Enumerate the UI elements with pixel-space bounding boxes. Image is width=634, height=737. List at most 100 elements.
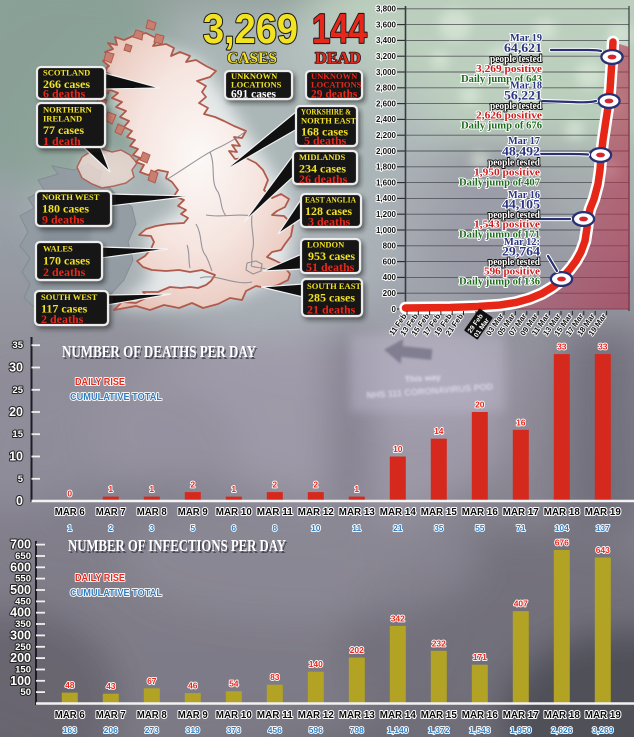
svg-text:3,269 positive: 3,269 positive: [476, 63, 542, 75]
svg-text:20: 20: [9, 405, 23, 419]
svg-text:691 cases: 691 cases: [231, 89, 277, 101]
svg-text:202: 202: [350, 645, 364, 655]
svg-text:1: 1: [354, 484, 359, 494]
svg-text:NORTHERN: NORTHERN: [43, 105, 93, 115]
svg-text:MAR 7: MAR 7: [96, 507, 126, 518]
svg-text:MAR 18: MAR 18: [544, 507, 580, 518]
svg-text:171: 171: [473, 652, 487, 662]
svg-text:200: 200: [383, 289, 397, 298]
svg-text:456: 456: [268, 725, 282, 735]
svg-text:Mar 18: Mar 18: [510, 81, 542, 92]
svg-text:MAR 13: MAR 13: [339, 507, 375, 518]
svg-text:people tested: people tested: [490, 101, 542, 112]
svg-text:43: 43: [106, 681, 116, 691]
svg-text:64,621: 64,621: [504, 40, 542, 55]
svg-text:NUMBER OF DEATHS PER DAY: NUMBER OF DEATHS PER DAY: [62, 342, 256, 361]
svg-text:MAR 12: MAR 12: [298, 710, 334, 721]
svg-text:people tested: people tested: [488, 257, 540, 268]
svg-text:3,200: 3,200: [376, 52, 397, 61]
svg-text:Daily jump of 643: Daily jump of 643: [461, 73, 542, 85]
svg-text:1,000: 1,000: [376, 226, 397, 235]
svg-text:51 deaths: 51 deaths: [306, 260, 355, 274]
svg-text:180 cases: 180 cases: [42, 202, 89, 216]
svg-text:people tested: people tested: [490, 54, 542, 65]
svg-text:500: 500: [10, 583, 31, 597]
svg-text:Mar 17: Mar 17: [508, 136, 540, 147]
svg-text:170 cases: 170 cases: [43, 254, 90, 268]
svg-text:643: 643: [596, 545, 610, 555]
svg-text:450: 450: [15, 596, 31, 607]
svg-text:1,950: 1,950: [510, 725, 532, 735]
svg-text:550: 550: [15, 574, 31, 585]
svg-text:Mar 16: Mar 16: [508, 190, 540, 201]
svg-text:21: 21: [393, 523, 403, 533]
svg-text:15: 15: [12, 429, 23, 440]
svg-text:1,372: 1,372: [428, 725, 450, 735]
svg-text:1,600: 1,600: [376, 178, 397, 187]
svg-text:CUMULATIVE TOTAL: CUMULATIVE TOTAL: [70, 588, 162, 599]
svg-text:MAR 15: MAR 15: [421, 710, 457, 721]
svg-text:MAR 19: MAR 19: [585, 710, 621, 721]
svg-text:Daily jump of 407: Daily jump of 407: [459, 177, 540, 189]
svg-text:1: 1: [231, 484, 236, 494]
svg-text:600: 600: [10, 560, 31, 574]
svg-text:YORKSHIRE &: YORKSHIRE &: [301, 107, 351, 117]
svg-text:1: 1: [67, 523, 72, 533]
svg-text:Daily jump of 136: Daily jump of 136: [459, 276, 540, 288]
svg-text:UNKNOWN: UNKNOWN: [231, 71, 278, 81]
svg-text:Mar 12:: Mar 12:: [504, 237, 540, 248]
svg-text:MAR 9: MAR 9: [178, 710, 208, 721]
svg-text:Daily jump of 676: Daily jump of 676: [461, 120, 542, 132]
svg-text:MAR 15: MAR 15: [421, 507, 457, 518]
svg-text:30: 30: [9, 361, 23, 375]
svg-text:2 deaths: 2 deaths: [43, 265, 86, 279]
svg-text:2 deaths: 2 deaths: [41, 312, 84, 326]
svg-text:407: 407: [514, 599, 528, 609]
svg-text:NUMBER OF INFECTIONS PER DAY: NUMBER OF INFECTIONS PER DAY: [70, 538, 288, 557]
svg-text:1,140: 1,140: [387, 725, 409, 735]
svg-text:MAR 12: MAR 12: [298, 507, 334, 518]
svg-text:33: 33: [557, 342, 567, 352]
svg-text:29,764: 29,764: [502, 244, 541, 259]
svg-text:250: 250: [15, 642, 31, 653]
svg-text:140: 140: [309, 659, 323, 669]
svg-text:77 cases: 77 cases: [43, 123, 84, 137]
svg-text:9 deaths: 9 deaths: [42, 213, 85, 227]
svg-text:2: 2: [313, 480, 318, 490]
svg-text:MIDLANDS: MIDLANDS: [299, 152, 346, 162]
svg-text:206: 206: [104, 725, 118, 735]
svg-text:596: 596: [309, 725, 323, 735]
svg-text:200: 200: [10, 651, 31, 665]
svg-text:2,400: 2,400: [376, 115, 397, 124]
svg-text:8: 8: [272, 523, 277, 533]
svg-text:676: 676: [555, 538, 569, 548]
svg-text:26 deaths: 26 deaths: [299, 172, 348, 186]
svg-text:SCOTLAND: SCOTLAND: [43, 68, 90, 78]
svg-text:953 cases: 953 cases: [308, 249, 355, 263]
svg-text:600: 600: [383, 257, 397, 266]
svg-text:798: 798: [350, 725, 364, 735]
svg-text:168 cases: 168 cases: [301, 125, 348, 139]
svg-text:20: 20: [475, 400, 485, 410]
svg-text:NORTH WEST: NORTH WEST: [42, 192, 100, 202]
svg-text:Daily jump of 171: Daily jump of 171: [459, 229, 540, 241]
svg-text:MAR 11: MAR 11: [257, 507, 293, 518]
svg-text:3 deaths: 3 deaths: [308, 215, 351, 229]
svg-text:1,543: 1,543: [469, 725, 491, 735]
svg-text:SOUTH WEST: SOUTH WEST: [41, 292, 98, 302]
svg-text:MAR 10: MAR 10: [216, 507, 252, 518]
svg-text:104: 104: [555, 523, 569, 533]
svg-text:10: 10: [311, 523, 321, 533]
svg-text:MAR 18: MAR 18: [544, 710, 580, 721]
svg-text:6: 6: [231, 523, 236, 533]
svg-text:5: 5: [18, 474, 24, 485]
svg-text:people tested: people tested: [488, 210, 540, 221]
svg-text:This way: This way: [405, 372, 442, 384]
svg-text:WALES: WALES: [43, 244, 73, 254]
svg-text:Mar 19: Mar 19: [510, 33, 542, 44]
svg-text:CUMULATIVE TOTAL: CUMULATIVE TOTAL: [70, 392, 162, 403]
svg-text:MAR 16: MAR 16: [462, 710, 498, 721]
svg-text:5 deaths: 5 deaths: [304, 134, 347, 148]
svg-text:56,221: 56,221: [504, 88, 542, 103]
svg-text:3: 3: [149, 523, 154, 533]
